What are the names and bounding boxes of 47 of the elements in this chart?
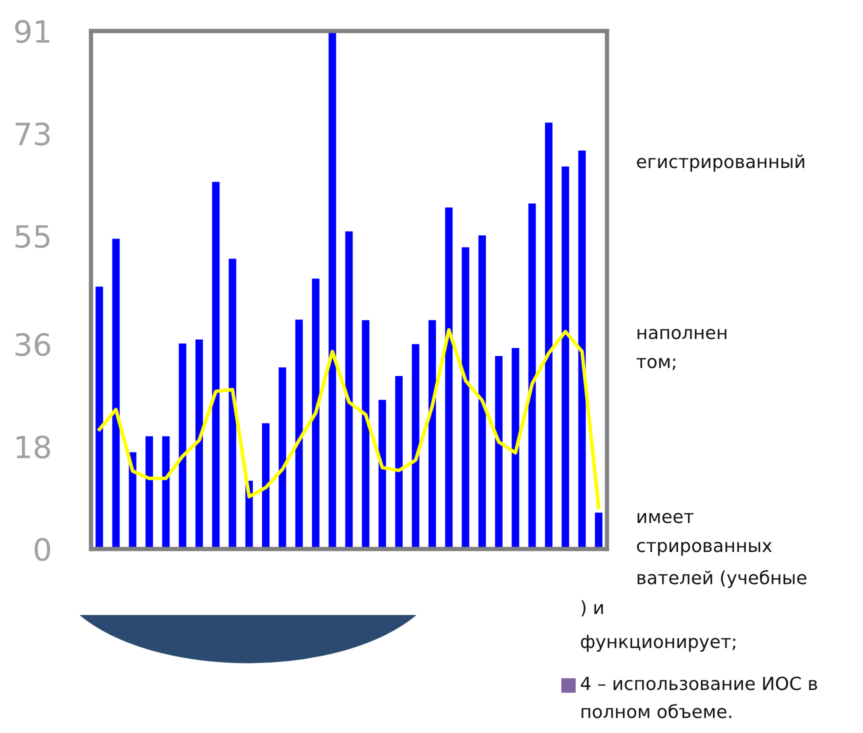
bar xyxy=(212,182,220,549)
bar xyxy=(478,235,486,549)
text: функционирует; xyxy=(580,634,736,652)
bar xyxy=(146,436,154,549)
y-tick-label: 73 xyxy=(16,122,50,146)
bar xyxy=(512,348,520,549)
bar xyxy=(162,436,170,549)
text: 4 – использование ИОС в xyxy=(580,676,818,690)
bar xyxy=(295,320,303,549)
bar xyxy=(345,231,353,549)
y-tick-label: 36 xyxy=(16,333,50,356)
bar xyxy=(312,278,320,549)
bar xyxy=(195,340,203,549)
bar xyxy=(428,320,436,549)
bar xyxy=(594,512,602,549)
line-series xyxy=(98,328,600,510)
text: том; xyxy=(636,358,676,370)
bar xyxy=(262,423,270,549)
bar xyxy=(378,400,386,549)
bar xyxy=(362,320,370,549)
text: полном объеме. xyxy=(582,704,732,718)
text: вателей (учебные xyxy=(638,570,806,588)
bar xyxy=(578,150,586,549)
bar xyxy=(495,356,503,549)
text: наполнен xyxy=(638,328,726,340)
bar xyxy=(228,258,236,549)
text: имеет xyxy=(638,512,694,524)
bar xyxy=(96,286,104,549)
y-tick-label: 0 xyxy=(34,538,50,562)
bar xyxy=(562,166,570,549)
text: егистрированный xyxy=(636,154,804,172)
bar xyxy=(544,122,552,549)
y-tick-label: 91 xyxy=(15,20,50,44)
bar xyxy=(412,344,420,549)
bar xyxy=(462,247,470,549)
bar xyxy=(178,344,186,549)
bar xyxy=(112,238,120,549)
bar xyxy=(445,207,453,549)
text: ) и xyxy=(581,600,603,616)
bar xyxy=(395,376,403,549)
bar xyxy=(278,367,286,549)
text: стрированных xyxy=(636,542,772,556)
y-tick-label: 18 xyxy=(16,435,50,459)
bar xyxy=(328,31,336,549)
y-tick-label: 55 xyxy=(16,225,50,248)
bar xyxy=(128,452,136,549)
bar xyxy=(528,203,536,549)
